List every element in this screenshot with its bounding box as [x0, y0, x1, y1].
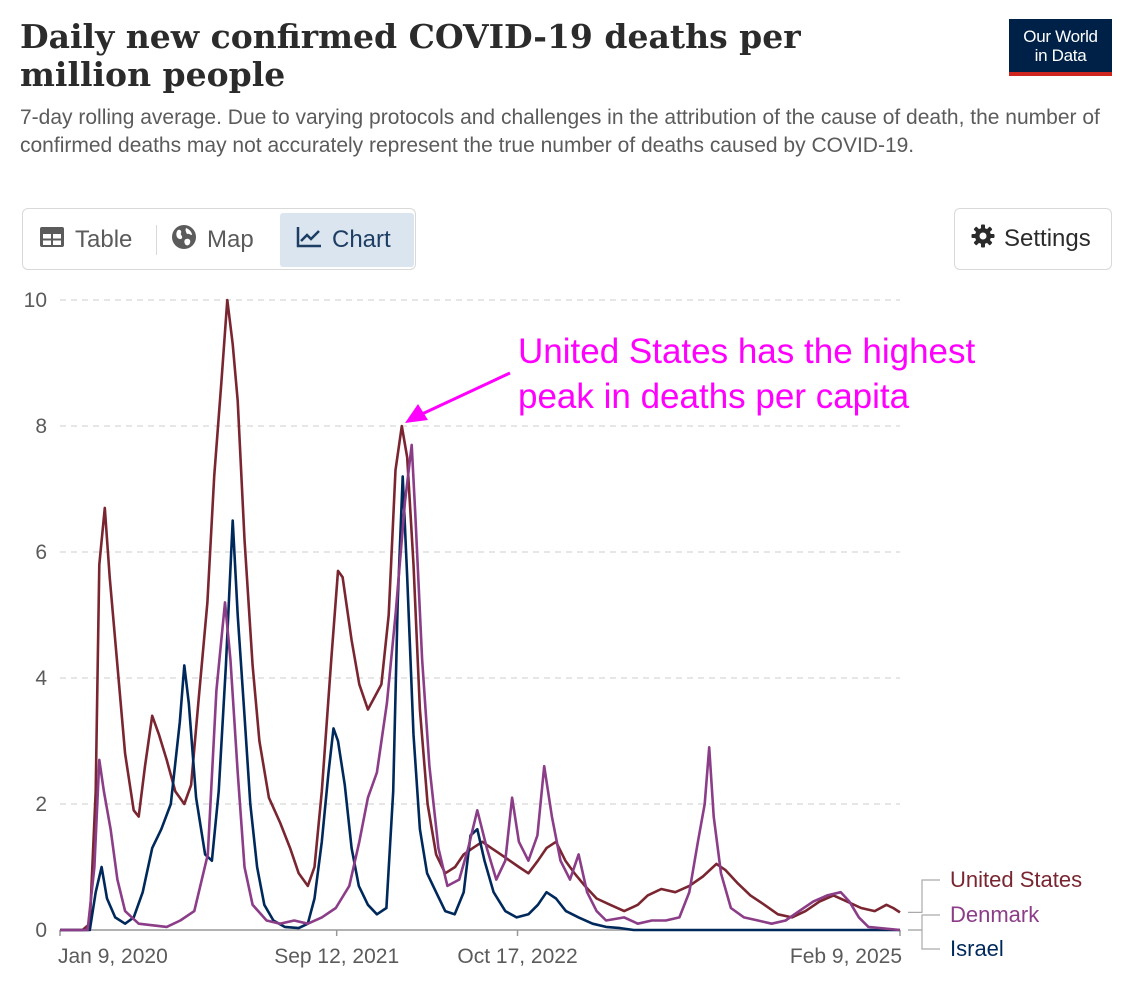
settings-label: Settings [1004, 225, 1091, 252]
annotation: United States has the highest peak in dea… [405, 332, 976, 423]
series-lines [60, 298, 901, 932]
tab-map-label: Map [207, 226, 254, 253]
chart-subtitle: 7-day rolling average. Due to varying pr… [20, 106, 1100, 157]
series-line-denmark[interactable] [60, 443, 901, 932]
annotation-line-1: United States has the highest [518, 332, 976, 371]
x-tick-label: Feb 9, 2025 [790, 945, 902, 968]
tab-chart-label: Chart [332, 226, 391, 253]
gear-icon [971, 224, 995, 255]
tab-map[interactable]: Map [171, 213, 254, 267]
annotation-arrow-head [405, 404, 428, 423]
y-tick-label: 10 [24, 289, 47, 312]
legend: United States Denmark Israel [908, 867, 1082, 961]
x-axis: Jan 9, 2020 Sep 12, 2021 Oct 17, 2022 Feb 9… [58, 929, 902, 968]
y-tick-label: 2 [35, 793, 47, 816]
legend-connector [908, 914, 940, 931]
y-axis-ticks: 0 2 4 6 8 10 [24, 289, 48, 942]
logo-line-2: in Data [1034, 46, 1087, 65]
series-line-israel[interactable] [60, 475, 900, 932]
series-line-united-states[interactable] [60, 298, 901, 932]
legend-connector [908, 929, 940, 950]
logo-line-1: Our World [1023, 27, 1098, 46]
globe-icon [171, 224, 197, 257]
y-tick-label: 4 [35, 667, 47, 690]
gridlines [60, 299, 900, 805]
x-tick-label: Sep 12, 2021 [274, 945, 399, 968]
table-icon [39, 226, 65, 255]
legend-label-united-states[interactable]: United States [950, 867, 1082, 892]
x-tick-label: Jan 9, 2020 [58, 945, 168, 968]
y-tick-label: 6 [35, 541, 47, 564]
annotation-arrow-shaft [421, 371, 511, 416]
view-tabs: Table Map Chart [22, 208, 416, 270]
tab-table-label: Table [75, 226, 133, 253]
legend-connector [908, 879, 940, 913]
legend-label-denmark[interactable]: Denmark [950, 902, 1040, 927]
owid-logo[interactable]: Our World in Data [1009, 19, 1112, 76]
legend-label-israel[interactable]: Israel [950, 936, 1004, 961]
y-tick-label: 8 [35, 415, 47, 438]
tab-chart[interactable]: Chart [280, 213, 414, 267]
line-chart-icon [296, 226, 322, 255]
annotation-line-2: peak in deaths per capita [518, 377, 910, 416]
settings-button[interactable]: Settings [954, 208, 1112, 270]
x-tick-label: Oct 17, 2022 [457, 945, 577, 968]
tab-table[interactable]: Table [39, 213, 132, 267]
y-tick-label: 0 [35, 919, 47, 942]
chart-title: Daily new confirmed COVID-19 deaths per … [20, 17, 801, 94]
tab-divider [156, 225, 157, 255]
